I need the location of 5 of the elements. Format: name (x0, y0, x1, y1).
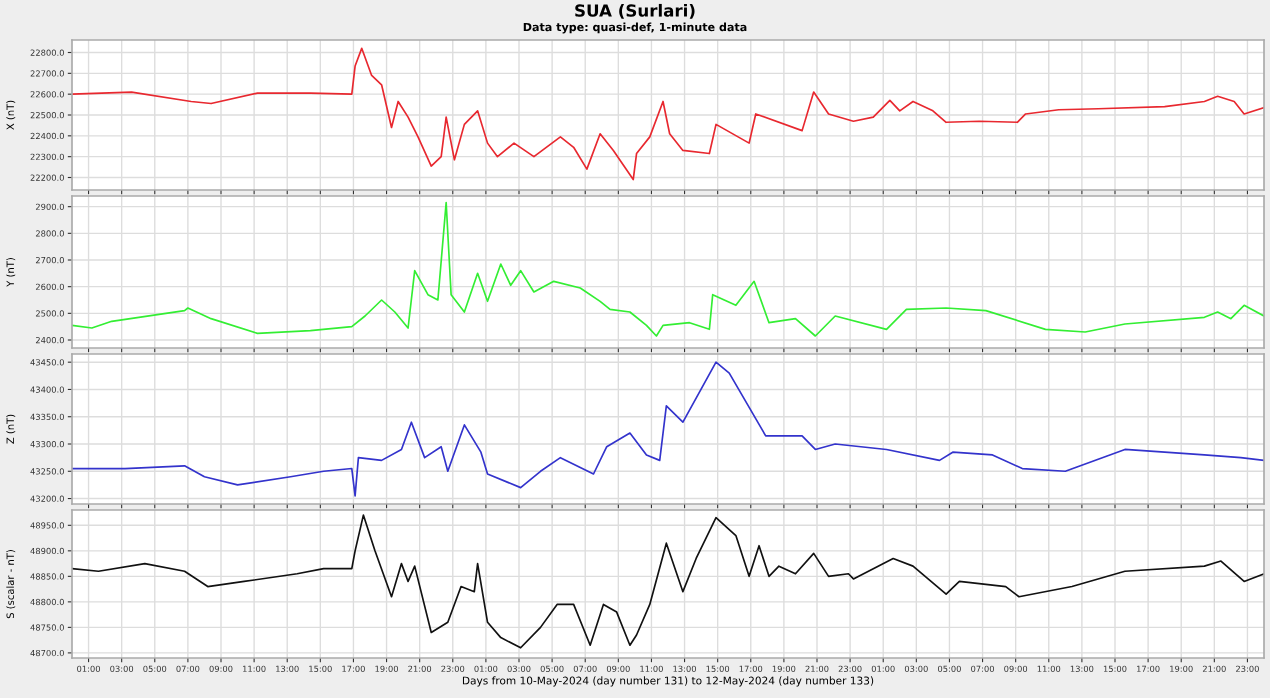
line-series (72, 514, 1264, 649)
chart-title: SUA (Surlari) (575, 3, 695, 19)
line-series (72, 201, 1264, 337)
line-series (72, 361, 1264, 497)
line-series (72, 47, 1264, 181)
